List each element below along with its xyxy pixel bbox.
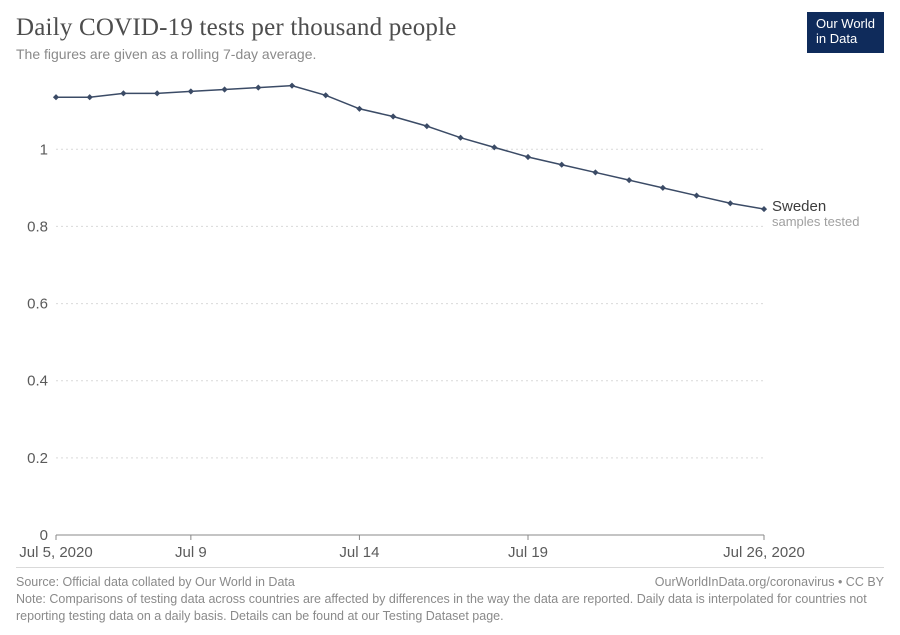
series-marker [761,206,767,212]
footer-attribution: OurWorldInData.org/coronavirus • CC BY [655,574,884,591]
line-chart: 0 0.2 0.4 0.6 0.8 1 Jul 5, 2020 Jul 9 Jul 14 Jul … [16,72,884,565]
page-subtitle: The figures are given as a rolling 7-day… [16,46,884,62]
series-marker [457,135,463,141]
series-marker [660,185,666,191]
series-marker [592,169,598,175]
footer-source: Source: Official data collated by Our Wo… [16,574,295,591]
series-marker [525,154,531,160]
owid-logo: Our World in Data [807,12,884,53]
logo-line2: in Data [816,32,875,47]
series-marker [390,113,396,119]
y-tick-label: 0.8 [27,218,48,235]
series-label: Sweden [772,198,826,215]
series-line [56,86,764,209]
series-marker [255,84,261,90]
series-marker [356,106,362,112]
chart-area: 0 0.2 0.4 0.6 0.8 1 Jul 5, 2020 Jul 9 Jul 14 Jul … [16,72,884,565]
footer-note: Note: Comparisons of testing data across… [16,591,884,625]
x-tick-label: Jul 14 [339,544,379,561]
series-marker [188,88,194,94]
series-marker [323,92,329,98]
series-marker [693,192,699,198]
y-tick-label: 1 [40,141,48,158]
series-marker [154,90,160,96]
series-marker [559,162,565,168]
x-tick-label: Jul 26, 2020 [723,544,805,561]
series-marker [87,94,93,100]
y-tick-label: 0.6 [27,296,48,313]
series-marker [289,83,295,89]
series-marker [626,177,632,183]
y-tick-label: 0 [40,527,48,544]
series-marker [53,94,59,100]
footer: Source: Official data collated by Our Wo… [16,567,884,625]
page-title: Daily COVID-19 tests per thousand people [16,14,884,42]
x-tick-label: Jul 19 [508,544,548,561]
series-marker [221,86,227,92]
series-marker [120,90,126,96]
x-tick-label: Jul 9 [175,544,207,561]
y-tick-label: 0.2 [27,450,48,467]
logo-line1: Our World [816,17,875,32]
y-tick-label: 0.4 [27,373,48,390]
series-marker [424,123,430,129]
x-tick-label: Jul 5, 2020 [19,544,92,561]
series-sublabel: samples tested [772,214,859,229]
series-marker [727,200,733,206]
